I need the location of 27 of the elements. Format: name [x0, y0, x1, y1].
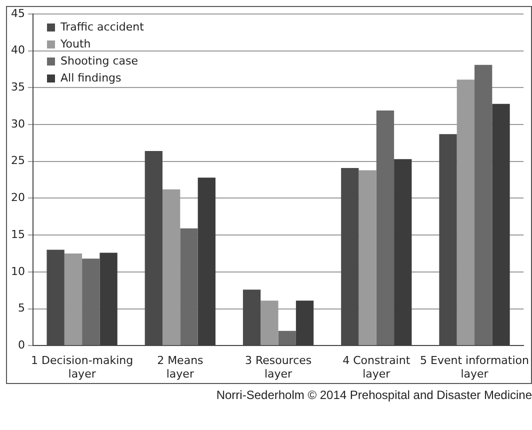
y-tick-label: 20 [10, 191, 25, 204]
bar [376, 110, 394, 346]
y-tick-label: 45 [10, 6, 25, 20]
bar [64, 253, 82, 346]
y-tick-label: 25 [10, 154, 25, 168]
x-tick-label: 2 Means layer [157, 354, 204, 380]
bar [358, 170, 376, 346]
y-tick-label: 0 [18, 338, 25, 352]
y-tick-label: 10 [10, 264, 25, 278]
legend-label: All findings [60, 71, 122, 84]
x-tick-label: 3 Resources layer [244, 354, 312, 380]
bar [180, 228, 198, 346]
bar [474, 64, 492, 346]
bar [82, 258, 100, 346]
y-tick-label: 40 [10, 44, 25, 57]
y-tick-label: 35 [10, 80, 25, 94]
y-tick-label: 30 [10, 117, 25, 130]
y-tick-label: 5 [18, 302, 25, 315]
x-tick-label: 1 Decision-making layer [30, 354, 134, 380]
y-tick-label: 15 [10, 228, 25, 241]
x-tick-label: 4 Constraint layer [342, 354, 411, 380]
text: Norri-Sederholm © 2014 Prehospital and Disaster Medicine [216, 388, 532, 402]
x-tick-label: 5 Event information layer [420, 354, 530, 380]
legend-label: Youth [59, 37, 91, 50]
legend-label: Traffic accident [59, 20, 145, 34]
bar [278, 330, 296, 346]
legend-label: Shooting case [60, 54, 138, 68]
